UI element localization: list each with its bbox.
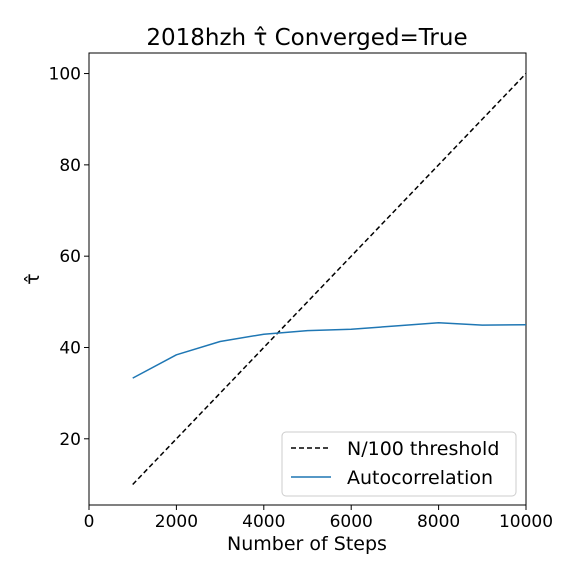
x-tick-label: 10000 bbox=[499, 512, 553, 532]
y-axis-label: τ̂ bbox=[22, 273, 44, 284]
x-tick-label: 8000 bbox=[417, 512, 460, 532]
legend: N/100 threshold Autocorrelation bbox=[281, 431, 517, 497]
x-tick-label: 6000 bbox=[330, 512, 373, 532]
legend-label-autocorrelation: Autocorrelation bbox=[347, 467, 493, 489]
x-axis-ticks: 0 2000 4000 6000 8000 10000 bbox=[84, 505, 553, 532]
legend-label-threshold: N/100 threshold bbox=[347, 438, 499, 460]
x-tick-label: 2000 bbox=[155, 512, 198, 532]
y-tick-label: 80 bbox=[59, 156, 81, 176]
x-axis-label: Number of Steps bbox=[227, 533, 387, 555]
plot-area bbox=[88, 52, 527, 506]
y-tick-label: 60 bbox=[59, 247, 81, 267]
y-tick-label: 100 bbox=[49, 65, 81, 85]
x-tick-label: 4000 bbox=[242, 512, 285, 532]
series-layer bbox=[132, 72, 527, 486]
y-axis-ticks: 20 40 60 80 100 bbox=[49, 65, 89, 450]
y-tick-label: 20 bbox=[59, 430, 81, 450]
legend-box bbox=[281, 431, 517, 497]
chart-title: 2018hzh τ̂ Converged=True bbox=[146, 25, 467, 51]
y-tick-label: 40 bbox=[59, 338, 81, 358]
autocorrelation-line bbox=[132, 322, 527, 379]
x-tick-label: 0 bbox=[84, 512, 95, 532]
threshold-line bbox=[132, 72, 527, 486]
